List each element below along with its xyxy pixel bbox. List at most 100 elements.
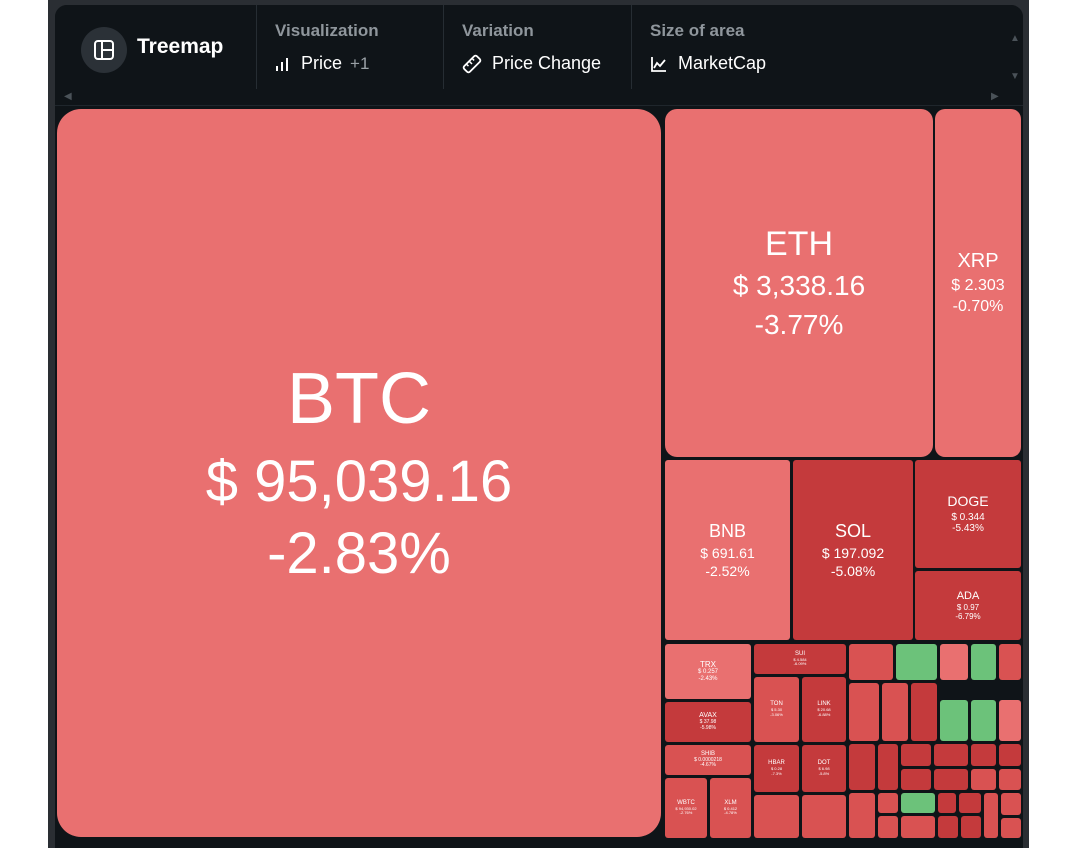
tile-symbol: DOT: [817, 760, 831, 767]
tile-small[interactable]: [849, 644, 893, 680]
tile-small[interactable]: [901, 793, 935, 813]
visualization-selector[interactable]: Visualization Price +1: [275, 21, 379, 74]
tile-avax[interactable]: AVAX $ 37.98 -5.98%: [665, 702, 751, 742]
tile-small[interactable]: [934, 769, 968, 790]
tile-small[interactable]: [849, 793, 875, 838]
tile-xrp[interactable]: XRP $ 2.303 -0.70%: [935, 109, 1021, 457]
tile-hbar[interactable]: HBAR $ 0.28 -7.3%: [754, 745, 799, 792]
tile-shib[interactable]: SHIB $ 0.0000218 -4.67%: [665, 745, 751, 775]
tile-symbol: TRX: [700, 660, 716, 670]
tile-bnb[interactable]: BNB $ 691.61 -2.52%: [665, 460, 790, 640]
visualization-value: Price: [301, 53, 343, 73]
tile-price: $ 197.092: [821, 545, 885, 562]
size-of-area-selector[interactable]: Size of area MarketCap: [650, 21, 766, 74]
tile-sui[interactable]: SUI $ 4.584 -6.09%: [754, 644, 846, 674]
tile-small[interactable]: [971, 644, 996, 680]
tile-symbol: BNB: [708, 520, 746, 541]
tile-price: $ 95,039.16: [205, 448, 513, 514]
tile-small[interactable]: [971, 744, 996, 766]
tile-small[interactable]: [901, 769, 931, 790]
tile-small[interactable]: [934, 744, 968, 766]
tile-small[interactable]: [901, 816, 935, 838]
tile-change: -0.70%: [952, 297, 1004, 315]
tile-price: $ 37.98: [699, 719, 717, 726]
area-chart-icon: [651, 56, 666, 72]
toolbar-divider: [631, 5, 632, 89]
treemap-view-button[interactable]: [81, 27, 127, 73]
tile-sol[interactable]: SOL $ 197.092 -5.08%: [793, 460, 913, 640]
scroll-left-icon[interactable]: ◀: [64, 91, 72, 102]
tile-small[interactable]: [849, 744, 875, 790]
tile-change: -2.43%: [698, 676, 718, 683]
scroll-right-icon[interactable]: ▶: [991, 91, 999, 102]
tile-small[interactable]: [1001, 793, 1021, 815]
tile-price: $ 5.30: [770, 707, 783, 713]
tile-link[interactable]: LINK $ 20.68 -6.88%: [802, 677, 846, 742]
tile-change: -3.06%: [770, 711, 783, 717]
tile-change: -6.88%: [817, 711, 831, 717]
tile-change: -6.79%: [955, 611, 981, 621]
tile-small[interactable]: [882, 683, 908, 741]
variation-value: Price Change: [492, 53, 602, 73]
tile-price: $ 0.0000218: [694, 756, 722, 763]
tile-ton[interactable]: TON $ 5.30 -3.06%: [754, 677, 799, 742]
tile-small[interactable]: [940, 644, 968, 680]
variation-label: Variation: [462, 21, 534, 40]
tile-xlm[interactable]: XLM $ 0.412 -4.78%: [710, 778, 751, 838]
tile-symbol: SUI: [794, 650, 805, 657]
tile-change: -2.52%: [705, 563, 750, 580]
tile-small[interactable]: [901, 744, 931, 766]
tile-symbol: BTC: [287, 358, 431, 439]
tile-small[interactable]: [961, 816, 981, 838]
tile-price: $ 3,338.16: [732, 270, 866, 302]
visualization-extra-count: +1: [350, 53, 370, 73]
tile-symbol: SHIB: [700, 750, 715, 757]
bar-chart-icon: [276, 57, 288, 71]
tile-symbol: LINK: [817, 701, 831, 708]
tile-wbtc[interactable]: WBTC $ 94,930.02 -2.76%: [665, 778, 707, 838]
tile-symbol: HBAR: [768, 760, 785, 767]
tile-small[interactable]: [971, 769, 996, 790]
tile-small[interactable]: [878, 816, 898, 838]
tile-small[interactable]: [802, 795, 846, 838]
tile-price: $ 2.303: [951, 277, 1005, 295]
scroll-up-icon[interactable]: ▲: [1010, 33, 1020, 44]
tile-symbol: ETH: [765, 225, 833, 264]
tile-small[interactable]: [984, 793, 998, 838]
tile-small[interactable]: [999, 744, 1021, 766]
tile-price: $ 0.97: [956, 602, 980, 612]
tile-trx[interactable]: TRX $ 0.257 -2.43%: [665, 644, 751, 699]
treemap-panel: Treemap Visualization Price +1 Variation: [55, 5, 1023, 848]
tile-small[interactable]: [938, 816, 958, 838]
tile-change: -4.67%: [700, 762, 716, 769]
tile-dot[interactable]: DOT $ 6.98 -5.8%: [802, 745, 846, 792]
tile-small[interactable]: [938, 793, 956, 813]
tile-change: -7.3%: [771, 770, 782, 776]
scroll-down-icon[interactable]: ▼: [1010, 71, 1020, 82]
tile-btc[interactable]: BTC $ 95,039.16 -2.83%: [57, 109, 661, 837]
tile-eth[interactable]: ETH $ 3,338.16 -3.77%: [665, 109, 933, 457]
tile-small[interactable]: [911, 683, 937, 741]
tile-price: $ 94,930.02: [675, 805, 697, 811]
variation-selector[interactable]: Variation Price Change: [462, 21, 601, 74]
tile-small[interactable]: [1001, 818, 1021, 838]
tile-small[interactable]: [959, 793, 981, 813]
tile-symbol: SOL: [834, 520, 872, 541]
tile-small[interactable]: [849, 683, 879, 741]
tile-small[interactable]: [896, 644, 937, 680]
treemap-chart: BTC $ 95,039.16 -2.83% ETH $ 3,338.16 -3…: [55, 105, 1023, 848]
tile-small[interactable]: [878, 793, 898, 813]
tile-small[interactable]: [999, 700, 1021, 741]
tile-small[interactable]: [754, 795, 799, 838]
tile-small[interactable]: [999, 644, 1021, 680]
tile-small[interactable]: [878, 744, 898, 790]
tile-price: $ 6.98: [818, 766, 830, 772]
tile-price: $ 4.584: [793, 656, 807, 662]
toolbar-divider: [443, 5, 444, 89]
tile-symbol: AVAX: [699, 712, 717, 720]
tile-small[interactable]: [940, 700, 968, 741]
tile-doge[interactable]: DOGE $ 0.344 -5.43%: [915, 460, 1021, 568]
tile-small[interactable]: [971, 700, 996, 741]
tile-ada[interactable]: ADA $ 0.97 -6.79%: [915, 571, 1021, 640]
tile-small[interactable]: [999, 769, 1021, 790]
